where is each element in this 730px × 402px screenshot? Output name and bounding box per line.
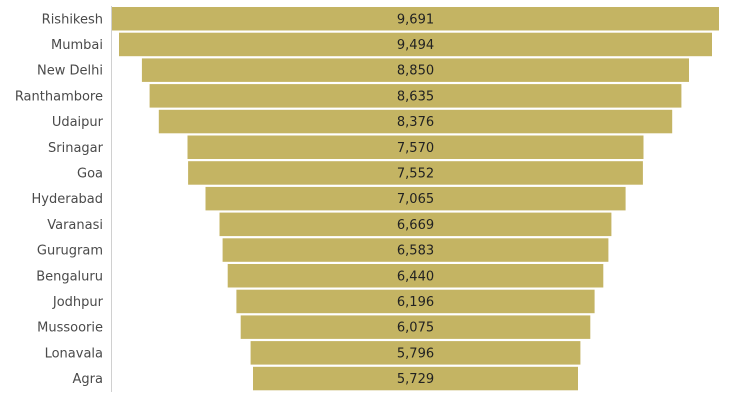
category-label: Hyderabad <box>32 192 104 207</box>
category-label: Gurugram <box>37 244 103 259</box>
category-label: Jodhpur <box>52 295 104 310</box>
bar-hyderabad <box>205 186 626 211</box>
value-label: 9,691 <box>397 12 434 27</box>
category-label: Mumbai <box>51 38 103 53</box>
value-label: 7,552 <box>397 166 434 181</box>
bar-udaipur <box>158 109 673 134</box>
bar-lonavala <box>250 341 581 365</box>
bar-mumbai <box>119 32 712 57</box>
bars-group: 9,691 Rishikesh 9,494 Mumbai 8,850 New Delhi 8… <box>15 7 719 391</box>
value-label: 7,065 <box>397 192 434 207</box>
value-label: 6,075 <box>397 321 434 336</box>
bar-new-delhi <box>141 58 689 82</box>
category-label: Varanasi <box>47 218 103 233</box>
category-label: Ranthambore <box>15 89 103 104</box>
category-label: Lonavala <box>45 346 103 361</box>
category-label: Goa <box>77 166 103 181</box>
value-label: 8,376 <box>397 115 434 130</box>
value-label: 6,669 <box>397 218 434 233</box>
value-label: 5,796 <box>397 346 434 361</box>
bar-gurugram <box>222 238 609 262</box>
bar-agra <box>253 366 578 391</box>
category-label: Agra <box>73 372 103 387</box>
value-label: 6,196 <box>397 295 434 310</box>
bar-varanasi <box>219 212 612 237</box>
value-label: 8,850 <box>397 64 434 79</box>
value-label: 6,583 <box>397 244 434 259</box>
bar-mussoorie <box>240 315 591 339</box>
category-label: Mussoorie <box>37 321 103 336</box>
bar-jodhpur <box>236 289 595 314</box>
bar-ranthambore <box>149 84 682 108</box>
bar-goa <box>188 161 643 185</box>
value-label: 8,635 <box>397 89 434 104</box>
category-label: Srinagar <box>48 141 104 156</box>
category-label: New Delhi <box>37 64 103 79</box>
value-label: 6,440 <box>397 269 434 284</box>
value-label: 5,729 <box>397 372 434 387</box>
category-label: Bengaluru <box>36 269 103 284</box>
bar-bengaluru <box>227 264 604 288</box>
category-label: Udaipur <box>52 115 104 130</box>
value-label: 7,570 <box>397 141 434 156</box>
category-label: Rishikesh <box>42 12 103 27</box>
bar-rishikesh <box>112 7 719 31</box>
value-label: 9,494 <box>397 38 434 53</box>
bar-srinagar <box>187 135 644 159</box>
